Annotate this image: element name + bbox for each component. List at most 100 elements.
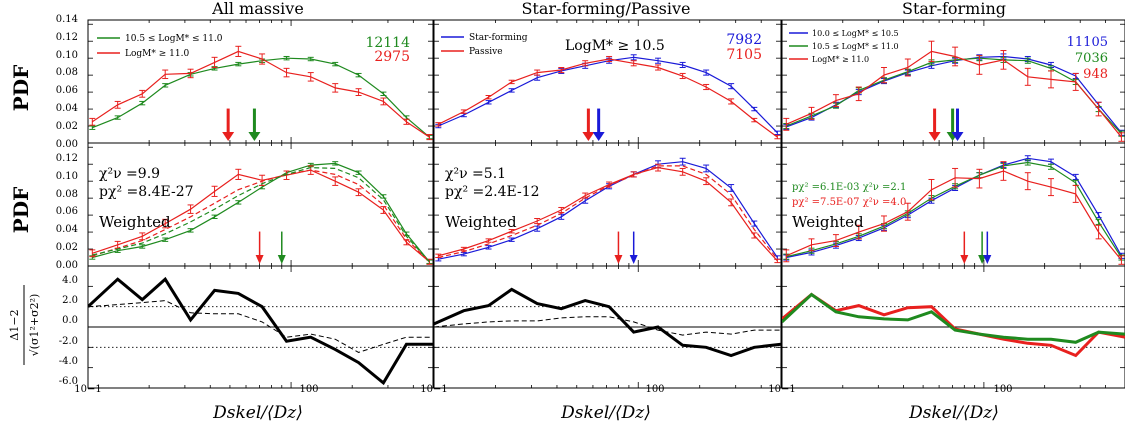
- panel-all-massive-diff: [87, 265, 434, 389]
- error-bar-red: [855, 224, 862, 240]
- error-bar-green: [162, 237, 169, 242]
- error-bar-red: [355, 88, 362, 96]
- error-bar-red: [1095, 224, 1102, 240]
- error-bar-red: [808, 238, 815, 252]
- median-arrow-red: [928, 108, 941, 141]
- error-bar-blue: [703, 164, 710, 173]
- error-bar-blue: [508, 88, 515, 93]
- error-bar-red: [558, 67, 565, 74]
- error-bar-red: [952, 46, 959, 67]
- error-bar-red: [783, 249, 790, 263]
- error-bar-red: [508, 229, 515, 234]
- error-bar-red: [832, 94, 839, 108]
- weighted-label: Weighted: [445, 213, 517, 231]
- x-ticks: [781, 265, 1125, 389]
- error-bar-red: [1072, 184, 1079, 203]
- error-bar-red: [332, 83, 339, 93]
- error-bar-red: [187, 68, 194, 79]
- error-bar-red: [728, 198, 735, 207]
- error-bar-blue: [751, 106, 758, 112]
- error-bar-red: [435, 122, 442, 127]
- error-bar-red: [928, 178, 935, 201]
- error-bar-green: [307, 56, 314, 62]
- ytick-label: 0.0: [62, 315, 78, 326]
- plot-area: [89, 45, 433, 141]
- median-arrow-green: [277, 231, 286, 264]
- ytick-label: -6.0: [59, 376, 78, 387]
- plot-area: [782, 292, 1125, 358]
- error-bar-red: [630, 60, 637, 67]
- error-bar-green: [283, 55, 290, 61]
- error-bar-blue: [679, 61, 686, 69]
- error-bar-red: [679, 167, 686, 176]
- legend-label: Passive: [469, 47, 503, 57]
- p-value-label: pχ² =8.4E-27: [99, 184, 194, 200]
- error-bar-red: [774, 258, 781, 264]
- series-line-green: [782, 292, 1125, 344]
- median-arrow-red: [960, 231, 969, 264]
- ytick-label: 0.10: [56, 171, 78, 182]
- xlabel-col0: Dskel/⟨Dz⟩: [212, 403, 303, 423]
- error-bar-blue: [751, 220, 758, 227]
- panel-sf-mass-diff: [781, 265, 1125, 389]
- count-label-green: 12114: [365, 35, 410, 51]
- series-line-black-dashed: [434, 316, 781, 336]
- error-bar-red: [485, 238, 492, 243]
- plot-area: [435, 157, 781, 264]
- error-bar-green: [89, 125, 96, 130]
- stat-label-green: pχ² =6.1E-03 χ²ν =2.1: [792, 182, 906, 193]
- error-bar-red: [855, 86, 862, 102]
- error-bar-red: [355, 188, 362, 197]
- ytick-label: 0.08: [56, 67, 78, 78]
- legend-label: 10.5 ≤ LogM* ≤ 11.0: [812, 42, 899, 51]
- error-bar-red: [162, 69, 169, 80]
- ytick-label: 2.0: [62, 295, 78, 306]
- error-bar-blue: [703, 69, 710, 76]
- series-line-red-dashed: [438, 165, 778, 260]
- error-bar-blue: [774, 130, 781, 136]
- error-bar-red: [630, 171, 637, 178]
- stat-label-red: pχ² =7.5E-07 χ²ν =4.0: [792, 197, 906, 208]
- series-line-black-dashed: [88, 300, 433, 353]
- error-bar-red: [606, 55, 613, 63]
- series-line-green: [786, 161, 1122, 258]
- error-bar-red: [534, 217, 541, 225]
- ytick-label: 0.02: [56, 242, 78, 253]
- median-arrow-blue: [629, 231, 638, 264]
- error-bar-blue: [655, 57, 662, 64]
- series-line-black: [88, 276, 433, 386]
- panel-all-massive-weighted: [87, 142, 434, 267]
- ytick-label: 0.06: [56, 206, 78, 217]
- xtick-label: 100: [645, 384, 664, 395]
- error-bar-red: [751, 232, 758, 239]
- error-bar-red: [139, 232, 146, 241]
- error-bar-red: [703, 83, 710, 91]
- median-arrow-blue: [592, 108, 605, 141]
- error-bar-red: [558, 206, 565, 214]
- legend-label: LogM* ≥ 11.0: [812, 55, 869, 64]
- ylabel-diff-numerator: Δ1−2: [8, 309, 21, 340]
- ytick-label: 0.14: [56, 14, 78, 25]
- error-bar-red: [751, 117, 758, 123]
- error-bar-blue: [1095, 212, 1102, 219]
- error-bar-red: [774, 134, 781, 140]
- error-bar-blue: [508, 237, 515, 242]
- ytick-label: -2.0: [59, 336, 78, 347]
- count-label-blue: 11105: [1067, 35, 1108, 50]
- error-bar-red: [976, 55, 983, 75]
- xtick-label: 100: [993, 384, 1012, 395]
- error-bar-red: [380, 206, 387, 214]
- error-bar-green: [332, 161, 339, 166]
- xtick-label: 10−1: [768, 384, 795, 395]
- legend-label: 10.5 ≤ LogM* ≤ 11.0: [125, 34, 223, 44]
- error-bar-green: [139, 244, 146, 249]
- count-label-red: 2975: [374, 49, 410, 65]
- error-bar-blue: [485, 100, 492, 105]
- panel-sf-mass-weighted: [781, 142, 1125, 267]
- series-line-red: [438, 58, 778, 138]
- median-arrow-blue: [951, 108, 964, 141]
- column-title-all-massive: All massive: [211, 0, 304, 18]
- error-bar-green: [187, 228, 194, 233]
- chi2-label: χ²ν =5.1: [445, 166, 506, 182]
